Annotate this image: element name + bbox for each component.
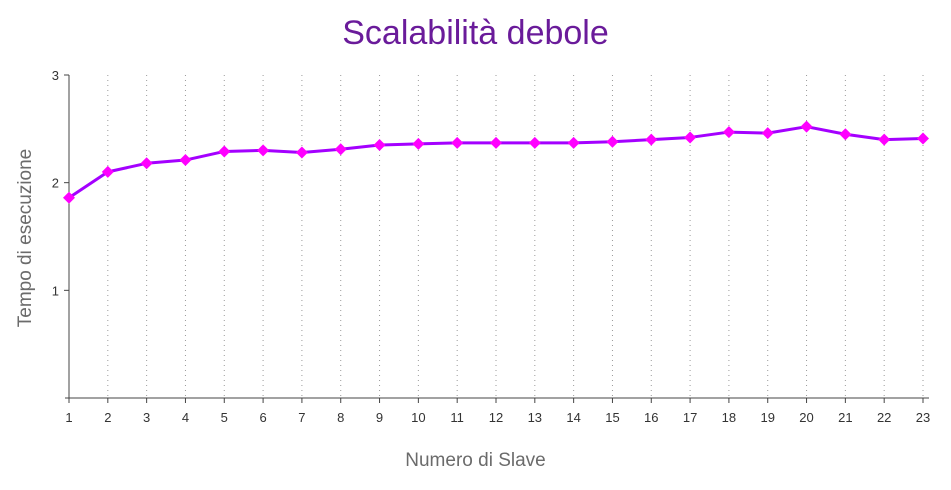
x-tick-label: 1 (65, 410, 72, 425)
x-tick-label: 12 (489, 410, 503, 425)
x-tick-label: 2 (104, 410, 111, 425)
y-tick-label: 2 (52, 176, 59, 191)
x-tick-label: 18 (722, 410, 736, 425)
x-tick-label: 16 (644, 410, 658, 425)
data-point (101, 165, 114, 178)
data-point (295, 146, 308, 159)
x-tick-label: 23 (916, 410, 930, 425)
x-tick-label: 5 (221, 410, 228, 425)
x-tick-label: 14 (566, 410, 580, 425)
data-point (567, 136, 580, 149)
x-tick-label: 17 (683, 410, 697, 425)
data-point (334, 143, 347, 156)
x-tick-label: 15 (605, 410, 619, 425)
data-point (839, 128, 852, 141)
data-point (218, 145, 231, 158)
data-point (63, 191, 75, 204)
data-point (528, 136, 541, 149)
data-point (257, 144, 270, 157)
data-point (373, 138, 386, 151)
x-tick-label: 22 (877, 410, 891, 425)
data-point (800, 120, 813, 133)
x-tick-label: 9 (376, 410, 383, 425)
data-point (412, 137, 425, 150)
data-point (761, 127, 774, 140)
data-point (451, 136, 464, 149)
data-point (606, 135, 619, 148)
y-tick-label: 3 (52, 68, 59, 83)
x-tick-label: 13 (528, 410, 542, 425)
x-tick-label: 20 (799, 410, 813, 425)
data-point (917, 132, 929, 145)
chart-title: Scalabilità debole (342, 14, 609, 52)
data-point (179, 154, 192, 167)
y-tick-label: 1 (52, 283, 59, 298)
data-point (490, 136, 502, 149)
x-axis-label: Numero di Slave (405, 450, 546, 471)
x-tick-label: 11 (450, 410, 464, 425)
x-tick-label: 19 (760, 410, 774, 425)
x-tick-label: 8 (337, 410, 344, 425)
data-point (878, 133, 891, 146)
x-tick-label: 4 (182, 410, 189, 425)
data-point (684, 131, 697, 144)
x-tick-label: 7 (298, 410, 305, 425)
x-tick-label: 21 (838, 410, 852, 425)
x-tick-label: 3 (143, 410, 150, 425)
data-point (645, 133, 658, 146)
data-point (722, 126, 735, 139)
x-tick-label: 10 (411, 410, 425, 425)
data-point (140, 157, 153, 170)
x-tick-label: 6 (259, 410, 266, 425)
